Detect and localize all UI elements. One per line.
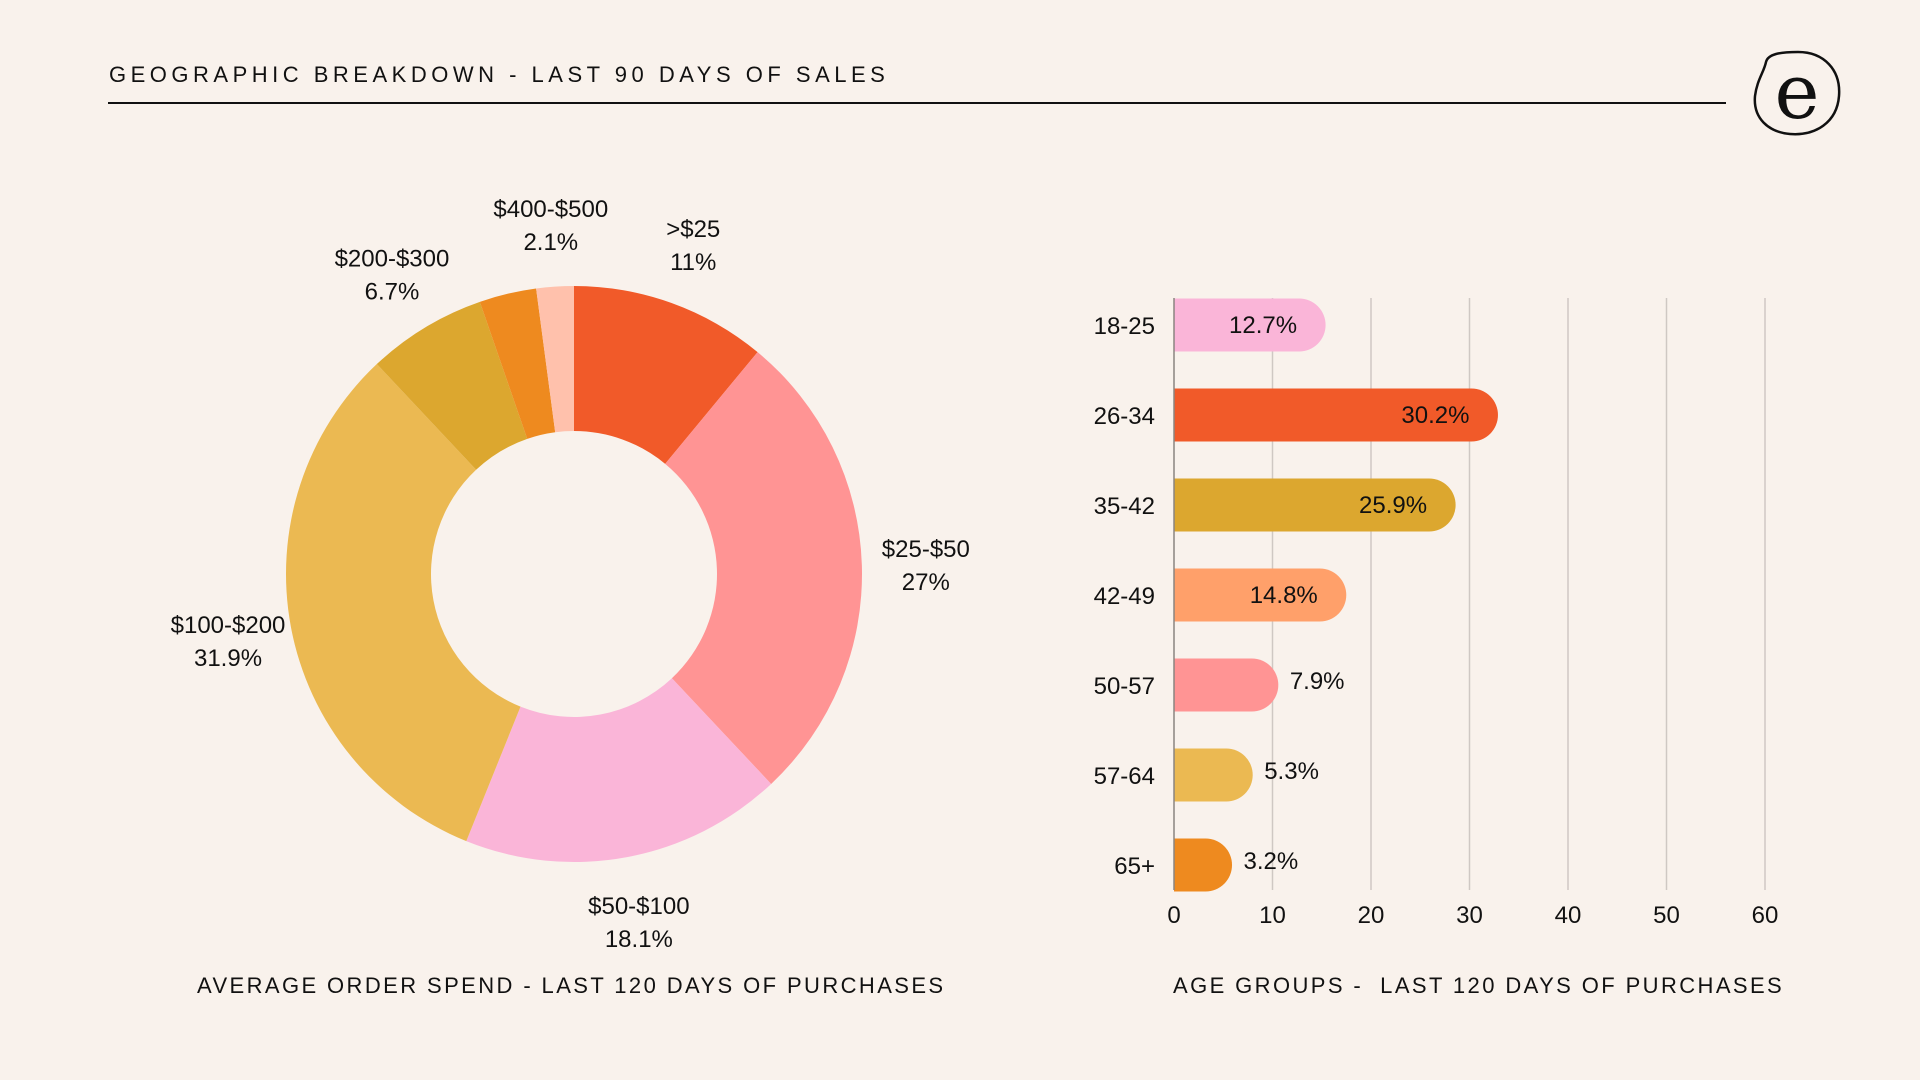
slice-label: >$25 xyxy=(666,216,720,243)
x-tick-label: 50 xyxy=(1653,902,1680,929)
logo-outline-icon xyxy=(1753,50,1841,136)
slice-value-label: 31.9% xyxy=(194,645,262,672)
slice-label: $100-$200 xyxy=(171,612,286,639)
slice-label: $50-$100 xyxy=(588,893,689,920)
slice-label: $25-$50 xyxy=(882,536,970,563)
x-tick-label: 20 xyxy=(1358,902,1385,929)
donut-slice xyxy=(286,364,521,842)
donut-slice xyxy=(574,286,758,464)
bar-value-label: 7.9% xyxy=(1290,668,1345,695)
y-category-label: 42-49 xyxy=(1094,583,1155,610)
bar-value-label: 25.9% xyxy=(1359,492,1427,519)
bar xyxy=(1174,478,1456,532)
bar xyxy=(1174,388,1498,442)
slice-label: $200-$300 xyxy=(335,246,450,273)
slice-value-label: 18.1% xyxy=(605,926,673,953)
brand-logo: e xyxy=(1750,48,1844,140)
donut-chart-title: AVERAGE ORDER SPEND - LAST 120 DAYS OF P… xyxy=(197,973,946,998)
bar-value-label: 5.3% xyxy=(1264,758,1319,785)
slice-value-label: 27% xyxy=(902,569,950,596)
y-category-label: 18-25 xyxy=(1094,313,1155,340)
slice-label: $400-$500 xyxy=(493,196,608,223)
y-category-label: 57-64 xyxy=(1094,763,1155,790)
bar-value-label: 30.2% xyxy=(1401,402,1469,429)
y-category-label: 35-42 xyxy=(1094,493,1155,520)
y-category-label: 65+ xyxy=(1114,853,1155,880)
bar xyxy=(1174,658,1279,712)
donut-slice xyxy=(376,301,528,470)
bar-chart: 0 10 20 30 40 50 60 18-25 12.7% 26-34 30.2% 35-42 25… xyxy=(1094,298,1779,929)
slice-value-label: 11% xyxy=(670,249,716,276)
bar-value-label: 12.7% xyxy=(1229,312,1297,339)
x-tick-label: 0 xyxy=(1167,902,1180,929)
donut-slice xyxy=(479,288,556,439)
bar xyxy=(1174,298,1326,352)
slice-value-label: 2.1% xyxy=(523,229,578,256)
bar xyxy=(1174,568,1347,622)
x-tick-label: 10 xyxy=(1259,902,1286,929)
donut-slice xyxy=(665,352,863,784)
y-category-label: 50-57 xyxy=(1094,673,1155,700)
x-tick-label: 60 xyxy=(1752,902,1779,929)
donut-slice xyxy=(466,678,772,862)
bar xyxy=(1174,748,1253,802)
bar-value-label: 14.8% xyxy=(1250,582,1318,609)
bar-chart-title: AGE GROUPS - LAST 120 DAYS OF PURCHASES xyxy=(1173,973,1785,998)
title-divider xyxy=(108,102,1726,104)
x-tick-label: 30 xyxy=(1456,902,1483,929)
y-category-label: 26-34 xyxy=(1094,403,1155,430)
bar-value-label: 3.2% xyxy=(1244,848,1299,875)
slice-value-label: 6.7% xyxy=(365,279,420,306)
bar xyxy=(1174,838,1233,892)
donut-slice xyxy=(536,286,574,433)
page-title: GEOGRAPHIC BREAKDOWN - LAST 90 DAYS OF S… xyxy=(109,62,890,87)
donut-chart: >$25 11% $25-$50 27% $50-$100 18.1% $100-$200 3… xyxy=(171,196,970,953)
x-tick-label: 40 xyxy=(1555,902,1582,929)
logo-letter: e xyxy=(1774,47,1820,136)
